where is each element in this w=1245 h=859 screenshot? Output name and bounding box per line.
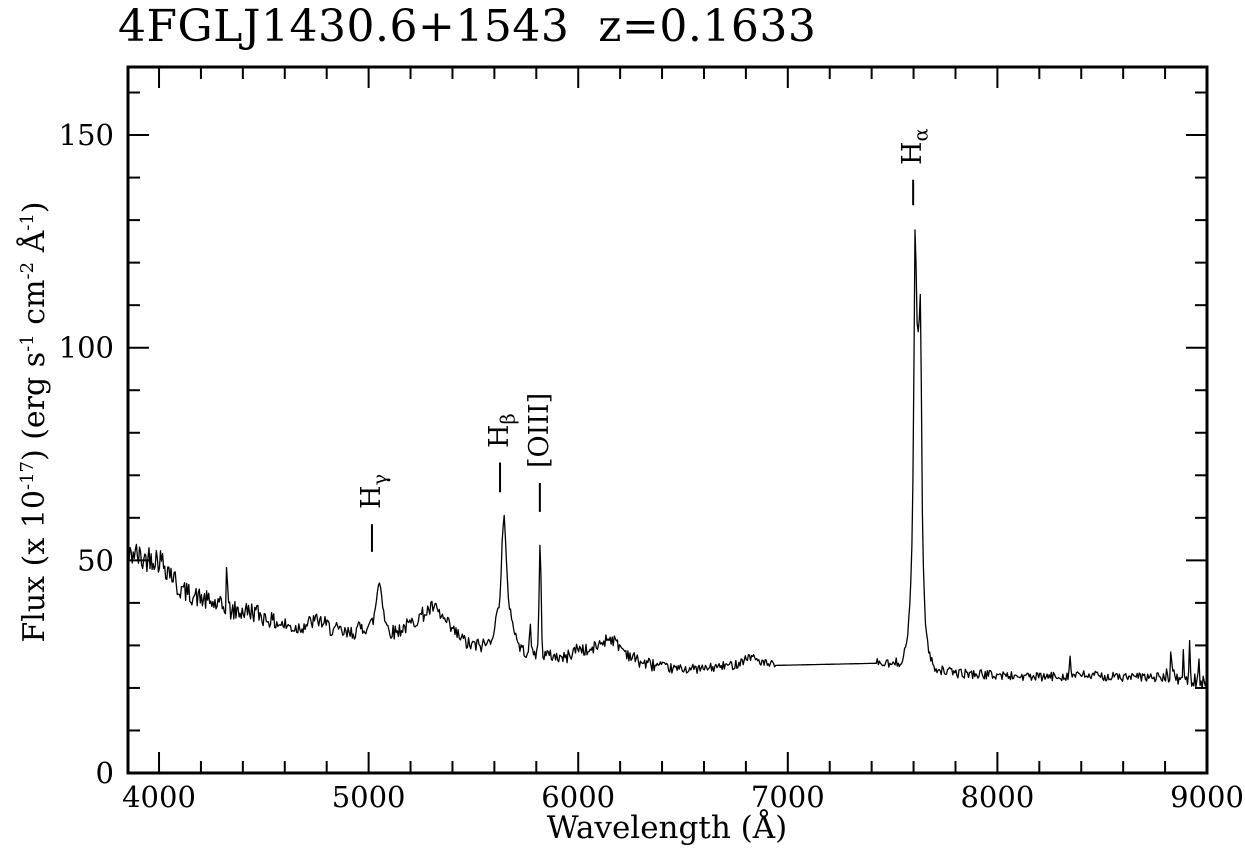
x-tick-label: 7000 [751,780,825,814]
x-tick-label: 9000 [1170,780,1244,814]
emission-label-subscript: β [496,412,520,424]
chart-title: 4FGLJ1430.6+1543 z=0.1633 [118,1,817,52]
y-axis-label-part: -1 [17,334,38,352]
y-axis-label-part: cm [17,279,52,335]
y-axis-label-part: Å [17,230,52,262]
y-axis-label-part: -17 [17,461,38,491]
emission-label-h-beta: Hβ [483,412,520,448]
emission-label-h-alpha: Hα [896,128,933,165]
x-tick-label: 4000 [122,780,196,814]
y-axis-label-part: ) [17,201,52,214]
y-tick-label: 0 [96,756,114,790]
y-tick-label: 150 [59,118,114,152]
plot-frame [126,65,1209,775]
y-axis-label-part: -1 [17,213,38,231]
emission-label-subscript: α [909,128,933,142]
emission-label-text: H [484,423,516,448]
emission-label-subscript: γ [368,474,392,486]
x-tick-label: 8000 [960,780,1034,814]
y-axis-label-part: Flux (x 10 [17,490,52,643]
emission-label-h-gamma: Hγ [355,474,392,510]
y-tick-label: 100 [59,331,114,365]
x-tick-label: 5000 [332,780,406,814]
y-axis-label-part: ) (erg s [17,351,52,462]
y-axis-label-part: -2 [17,261,38,280]
x-tick-label: 6000 [541,780,615,814]
x-axis-label: Wavelength (Å) [546,810,788,846]
emission-label-oiii: [OIII] [523,393,557,468]
emission-label-text: [OIII] [523,392,555,468]
y-axis-label: Flux (x 10-17) (erg s-1 cm-2 Å-1) [11,142,52,702]
emission-label-text: H [897,141,929,165]
y-tick-label: 50 [77,543,114,577]
emission-label-text: H [355,485,387,510]
spectrum-path [127,229,1208,690]
